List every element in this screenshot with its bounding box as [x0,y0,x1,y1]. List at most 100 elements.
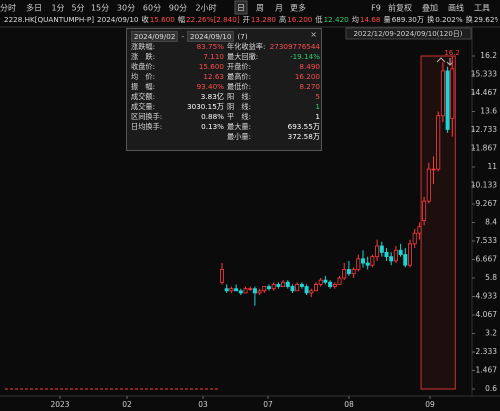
field-label: 高 [279,15,287,24]
x-tick-label: 08 [344,400,354,409]
popup-right: 年化收益率: 27309776544 最大回撤: -19.14% 开盘价: 8.490 最高… [227,42,320,142]
stat-row: 最大量: 693.55万 [227,122,320,132]
tab[interactable]: 60分 [143,4,161,13]
x-tick-label: 2023 [50,400,69,409]
candle-body [351,269,356,275]
tool[interactable]: 工具 [474,4,490,13]
tool[interactable]: 画线 [448,3,464,13]
tool[interactable]: F9 [371,4,381,13]
candle-body [224,288,229,292]
stat-label: 涨跌幅: [131,42,155,51]
candle-body [342,269,347,279]
tab[interactable]: 5分 [71,4,84,13]
stat-value: 8.270 [299,82,320,91]
x-tick-label: 03 [198,400,208,409]
candle-body [332,284,337,287]
stat-value: 12.63 [203,72,224,81]
popup-left: 涨跌幅: 83.75% 涨 跌: 7.110 收盘价: 15.600 均 价: 12.63 振 … [131,42,224,132]
candle-body [337,277,342,285]
stat-label: 成交额: [131,92,155,101]
field-value: 22.26%[2.840] [186,15,240,24]
stat-value: 1 [315,112,320,121]
candle-body [328,281,333,287]
candle-body [243,288,248,294]
tab[interactable]: 月 [275,4,283,13]
field-value: 29.62% [473,15,498,24]
candle-body [422,200,427,221]
x-tick-label: 02 [122,400,132,409]
tab[interactable]: 更多 [290,3,306,13]
stat-row: 平 线: 1 [227,112,320,122]
tab[interactable]: 分时 [0,3,16,13]
stat-row: 成交额: 3.83亿 [131,92,224,102]
stat-value: 15.600 [198,62,224,71]
tab[interactable]: 15分 [91,4,109,13]
stat-label: 涨 跌: [131,52,155,61]
field-label: 均 [351,15,359,24]
field-label: 换 [427,15,435,24]
start-date[interactable]: 2024/09/02 [131,30,179,42]
candle-body [257,290,262,294]
range-highlight [420,55,456,390]
candle-body [407,243,412,266]
candle-body [346,269,351,275]
candle-body [271,284,276,290]
y-tick-label: 11.867 [471,143,497,152]
tab[interactable]: 2小时 [195,3,216,13]
candle-body [290,286,295,292]
stat-row: 区间换手: 0.88% [131,112,224,122]
stat-label: 均 价: [131,72,155,81]
candle-body [248,288,253,290]
candle-body [365,262,370,266]
candle-body [219,269,224,283]
candle-body [356,258,361,270]
stat-label: 日均换手: [131,122,163,131]
stat-label: 振 幅: [131,82,155,91]
candle-body [285,281,290,287]
y-tick-label: 12.733 [471,125,497,134]
tool[interactable]: 前复权 [388,3,412,13]
stat-value: 3030.15万 [187,102,224,111]
stat-label: 最大量: [227,122,251,131]
tab[interactable]: 周 [256,4,264,13]
tool[interactable]: 叠加 [422,3,438,13]
stat-value: 0.88% [201,112,224,121]
stat-value: 372.58万 [287,132,320,141]
popup-header: 2024/09/02 - 2024/09/10 (7) [131,30,248,42]
y-tick-label: 2.333 [476,347,498,356]
field-label: 开 [242,15,250,24]
field-value: 13.280 [250,15,276,24]
tab[interactable]: 多日 [26,3,42,13]
candle-body [440,70,445,117]
stat-label: 年化收益率: [227,42,266,51]
tab[interactable]: 30分 [117,4,135,13]
y-tick-label: 4.933 [476,292,498,301]
range-box [345,27,472,40]
y-tick-label: 7.533 [476,236,498,245]
tab[interactable]: 90分 [169,4,187,13]
range-popup: 2024/09/02 - 2024/09/10 (7) × 涨跌幅: 83.75%… [126,28,322,151]
field-value: 689.30万 [391,15,425,24]
x-tick-label: 09 [425,400,435,409]
stat-label: 最大回撤: [227,52,259,61]
stat-value: 16.200 [294,72,320,81]
candle-body [299,284,304,287]
close-button[interactable]: × [310,30,317,39]
candle-body [403,254,408,266]
stat-label: 阳 线: [227,92,251,101]
end-date[interactable]: 2024/09/10 [187,30,235,42]
tab[interactable]: 日 [237,4,245,13]
stat-row: 收盘价: 15.600 [131,62,224,72]
stat-value: -19.14% [290,52,320,61]
stat-row: 开盘价: 8.490 [227,62,320,72]
tab[interactable]: 1分 [51,4,64,13]
candle-body [384,251,389,258]
candle-body [323,279,328,283]
y-tick-label: 13.6 [480,107,497,116]
stat-row: 最低价: 8.270 [227,82,320,92]
symbol: 2228.HK[QUANTUMPH-P] [4,15,95,24]
y-tick-label: 8.4 [485,218,497,227]
stat-value: 3.83亿 [200,92,224,101]
field-value: 12.420 [323,15,349,24]
